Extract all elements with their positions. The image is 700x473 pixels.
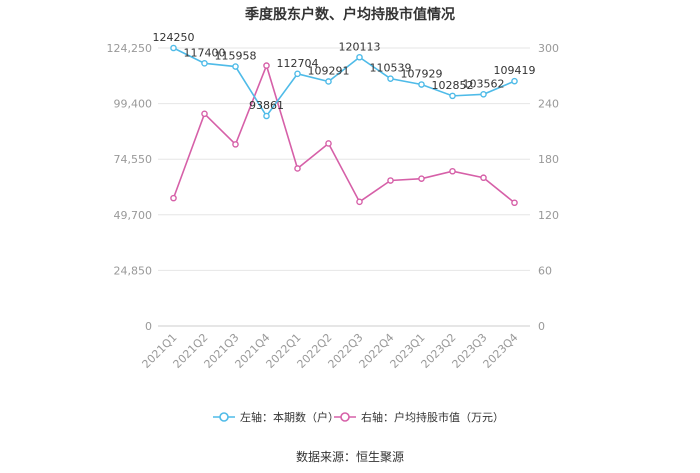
legend-swatch-marker[interactable] [219,412,229,422]
data-point[interactable] [356,198,363,206]
data-point[interactable] [294,70,301,78]
left-axis-tick-label: 0 [145,320,152,333]
right-axis-tick-label: 300 [538,42,559,55]
data-point[interactable] [201,110,208,118]
legend-swatch-marker[interactable] [340,412,350,422]
right-axis-tick-label: 60 [538,264,552,277]
data-point[interactable] [511,199,518,207]
chart-title: 季度股东户数、户均持股市值情况 [244,6,455,23]
data-point[interactable] [387,177,394,184]
left-axis-tick-label: 49,700 [114,209,153,222]
series-line [172,63,516,204]
legend-label[interactable]: 左轴：本期数（户） [240,410,339,424]
data-point[interactable] [387,75,394,82]
data-point[interactable] [232,141,239,148]
left-axis-tick-label: 99,400 [114,98,153,111]
data-point[interactable] [511,77,518,85]
right-axis-tick-label: 0 [538,320,545,333]
data-label: 109419 [494,64,536,77]
data-label: 115958 [215,50,257,63]
series-line [173,47,515,118]
data-point[interactable] [325,140,332,147]
data-point[interactable] [480,90,487,98]
data-point[interactable] [418,81,425,88]
series-layer [170,44,518,207]
data-point[interactable] [263,112,270,120]
data-label: 112704 [277,57,319,70]
legend-label[interactable]: 右轴：户均持股市值（万元） [361,410,504,424]
data-point[interactable] [170,44,177,52]
data-point[interactable] [170,194,177,202]
x-axis-tick-label: 2023Q4 [481,331,521,371]
data-point[interactable] [356,53,363,61]
data-label: 110539 [370,62,412,75]
data-point[interactable] [263,62,270,69]
data-label: 93861 [249,99,284,112]
data-label: 103562 [463,77,505,90]
data-point[interactable] [480,174,487,182]
data-point[interactable] [294,165,301,172]
data-label: 124250 [153,31,195,44]
data-label: 102852 [432,79,474,92]
legend[interactable]: 左轴：本期数（户） 右轴：户均持股市值（万元） [213,410,504,424]
right-axis-tick-label: 240 [538,98,559,111]
right-axis-tick-label: 180 [538,153,559,166]
data-point[interactable] [449,167,456,175]
data-label: 117400 [184,46,226,59]
data-label: 109291 [308,64,350,77]
source-note: 数据来源：恒生聚源 [296,449,404,464]
data-label: 120113 [339,40,381,53]
data-label: 107929 [401,68,443,81]
data-point[interactable] [201,60,208,67]
data-point[interactable] [325,78,332,85]
left-axis-tick-label: 124,250 [107,42,153,55]
data-point[interactable] [418,175,425,182]
grid-lines [158,47,530,327]
right-axis-tick-label: 120 [538,209,559,222]
left-axis-tick-label: 24,850 [114,264,153,277]
data-point[interactable] [449,92,456,100]
left-axis-tick-label: 74,550 [114,153,153,166]
data-point[interactable] [232,63,239,70]
